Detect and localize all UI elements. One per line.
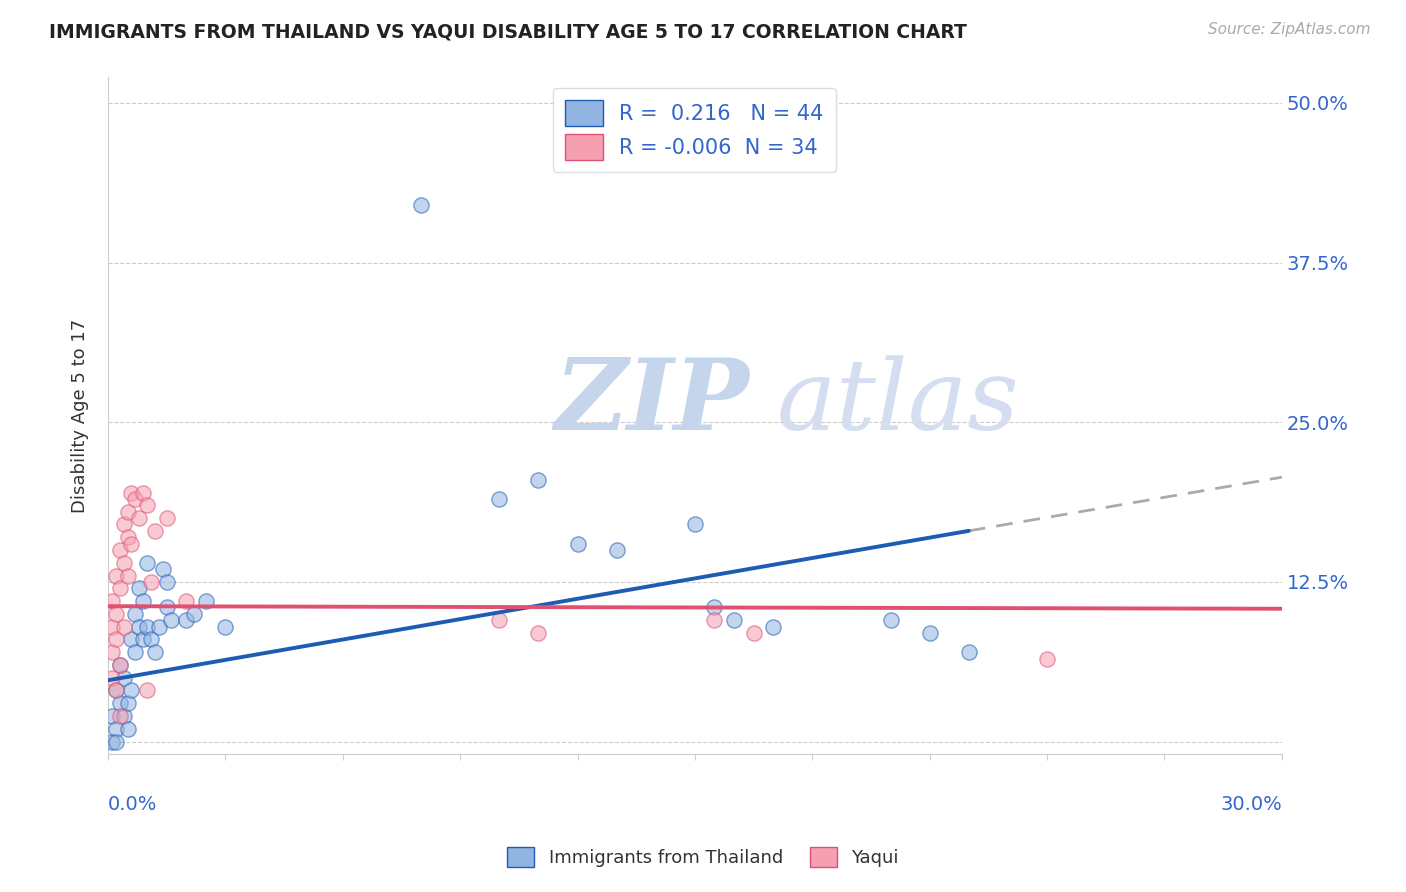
Point bbox=[409, 198, 432, 212]
Point bbox=[104, 683, 127, 698]
Point bbox=[128, 582, 150, 596]
Point bbox=[124, 491, 146, 506]
Point bbox=[104, 734, 127, 748]
Point bbox=[101, 620, 124, 634]
Point bbox=[121, 683, 143, 698]
Point bbox=[117, 568, 139, 582]
Point bbox=[104, 632, 127, 647]
Point bbox=[101, 594, 124, 608]
Text: Source: ZipAtlas.com: Source: ZipAtlas.com bbox=[1208, 22, 1371, 37]
Point bbox=[124, 645, 146, 659]
Point bbox=[174, 613, 197, 627]
Point bbox=[132, 485, 155, 500]
Point bbox=[152, 562, 174, 576]
Point bbox=[101, 709, 124, 723]
Point bbox=[132, 594, 155, 608]
Point bbox=[156, 511, 179, 525]
Point bbox=[124, 607, 146, 621]
Text: 30.0%: 30.0% bbox=[1220, 795, 1282, 814]
Point bbox=[606, 543, 628, 558]
Y-axis label: Disability Age 5 to 17: Disability Age 5 to 17 bbox=[72, 318, 89, 513]
Point bbox=[117, 530, 139, 544]
Point bbox=[723, 613, 745, 627]
Point bbox=[143, 645, 166, 659]
Point bbox=[108, 582, 131, 596]
Point bbox=[104, 607, 127, 621]
Point bbox=[918, 626, 941, 640]
Point bbox=[683, 517, 706, 532]
Point bbox=[148, 620, 170, 634]
Point bbox=[112, 620, 135, 634]
Point bbox=[703, 600, 725, 615]
Point bbox=[108, 543, 131, 558]
Legend: Immigrants from Thailand, Yaqui: Immigrants from Thailand, Yaqui bbox=[501, 839, 905, 874]
Point bbox=[101, 734, 124, 748]
Text: IMMIGRANTS FROM THAILAND VS YAQUI DISABILITY AGE 5 TO 17 CORRELATION CHART: IMMIGRANTS FROM THAILAND VS YAQUI DISABI… bbox=[49, 22, 967, 41]
Text: 0.0%: 0.0% bbox=[108, 795, 157, 814]
Point bbox=[112, 671, 135, 685]
Point bbox=[174, 594, 197, 608]
Point bbox=[104, 568, 127, 582]
Point bbox=[1036, 651, 1059, 665]
Point bbox=[121, 632, 143, 647]
Point bbox=[159, 613, 181, 627]
Point bbox=[156, 600, 179, 615]
Point bbox=[136, 620, 159, 634]
Point bbox=[121, 536, 143, 550]
Point bbox=[527, 626, 550, 640]
Point bbox=[488, 491, 510, 506]
Point bbox=[703, 613, 725, 627]
Point bbox=[742, 626, 765, 640]
Text: atlas: atlas bbox=[778, 355, 1019, 450]
Legend: R =  0.216   N = 44, R = -0.006  N = 34: R = 0.216 N = 44, R = -0.006 N = 34 bbox=[553, 87, 837, 172]
Point bbox=[108, 709, 131, 723]
Point bbox=[128, 620, 150, 634]
Point bbox=[112, 556, 135, 570]
Point bbox=[128, 511, 150, 525]
Point bbox=[136, 498, 159, 512]
Point bbox=[104, 683, 127, 698]
Point bbox=[143, 524, 166, 538]
Point bbox=[488, 613, 510, 627]
Point bbox=[139, 574, 162, 589]
Point bbox=[108, 696, 131, 710]
Point bbox=[139, 632, 162, 647]
Point bbox=[117, 696, 139, 710]
Point bbox=[117, 505, 139, 519]
Point bbox=[762, 620, 785, 634]
Point bbox=[136, 683, 159, 698]
Text: ZIP: ZIP bbox=[554, 354, 749, 450]
Point bbox=[214, 620, 236, 634]
Point bbox=[194, 594, 217, 608]
Point bbox=[527, 473, 550, 487]
Point bbox=[132, 632, 155, 647]
Point bbox=[108, 657, 131, 672]
Point bbox=[156, 574, 179, 589]
Point bbox=[183, 607, 205, 621]
Point bbox=[121, 485, 143, 500]
Point bbox=[101, 645, 124, 659]
Point bbox=[104, 722, 127, 736]
Point bbox=[136, 556, 159, 570]
Point bbox=[101, 671, 124, 685]
Point bbox=[567, 536, 589, 550]
Point bbox=[957, 645, 980, 659]
Point bbox=[117, 722, 139, 736]
Point bbox=[112, 709, 135, 723]
Point bbox=[112, 517, 135, 532]
Point bbox=[879, 613, 901, 627]
Point bbox=[108, 657, 131, 672]
